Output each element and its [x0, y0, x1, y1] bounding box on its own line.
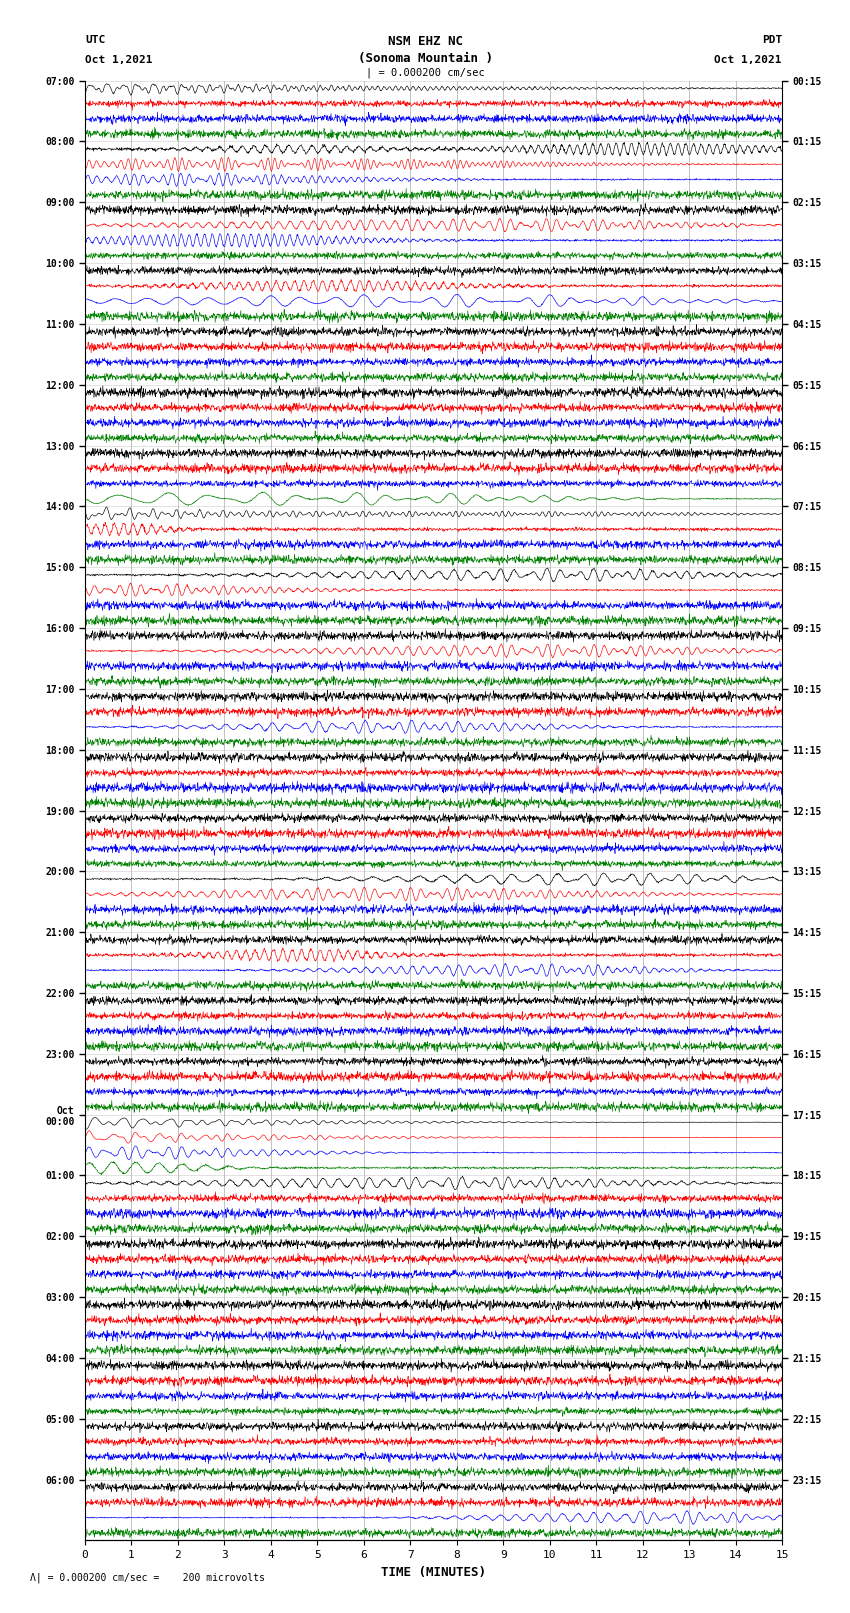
Text: | = 0.000200 cm/sec: | = 0.000200 cm/sec: [366, 68, 484, 79]
X-axis label: TIME (MINUTES): TIME (MINUTES): [381, 1566, 486, 1579]
Text: UTC: UTC: [85, 35, 105, 45]
Text: NSM EHZ NC: NSM EHZ NC: [388, 35, 462, 48]
Text: Oct 1,2021: Oct 1,2021: [715, 55, 782, 65]
Text: Oct 1,2021: Oct 1,2021: [85, 55, 152, 65]
Text: PDT: PDT: [762, 35, 782, 45]
Text: Λ| = 0.000200 cm/sec =    200 microvolts: Λ| = 0.000200 cm/sec = 200 microvolts: [30, 1573, 264, 1582]
Text: (Sonoma Mountain ): (Sonoma Mountain ): [358, 52, 492, 65]
